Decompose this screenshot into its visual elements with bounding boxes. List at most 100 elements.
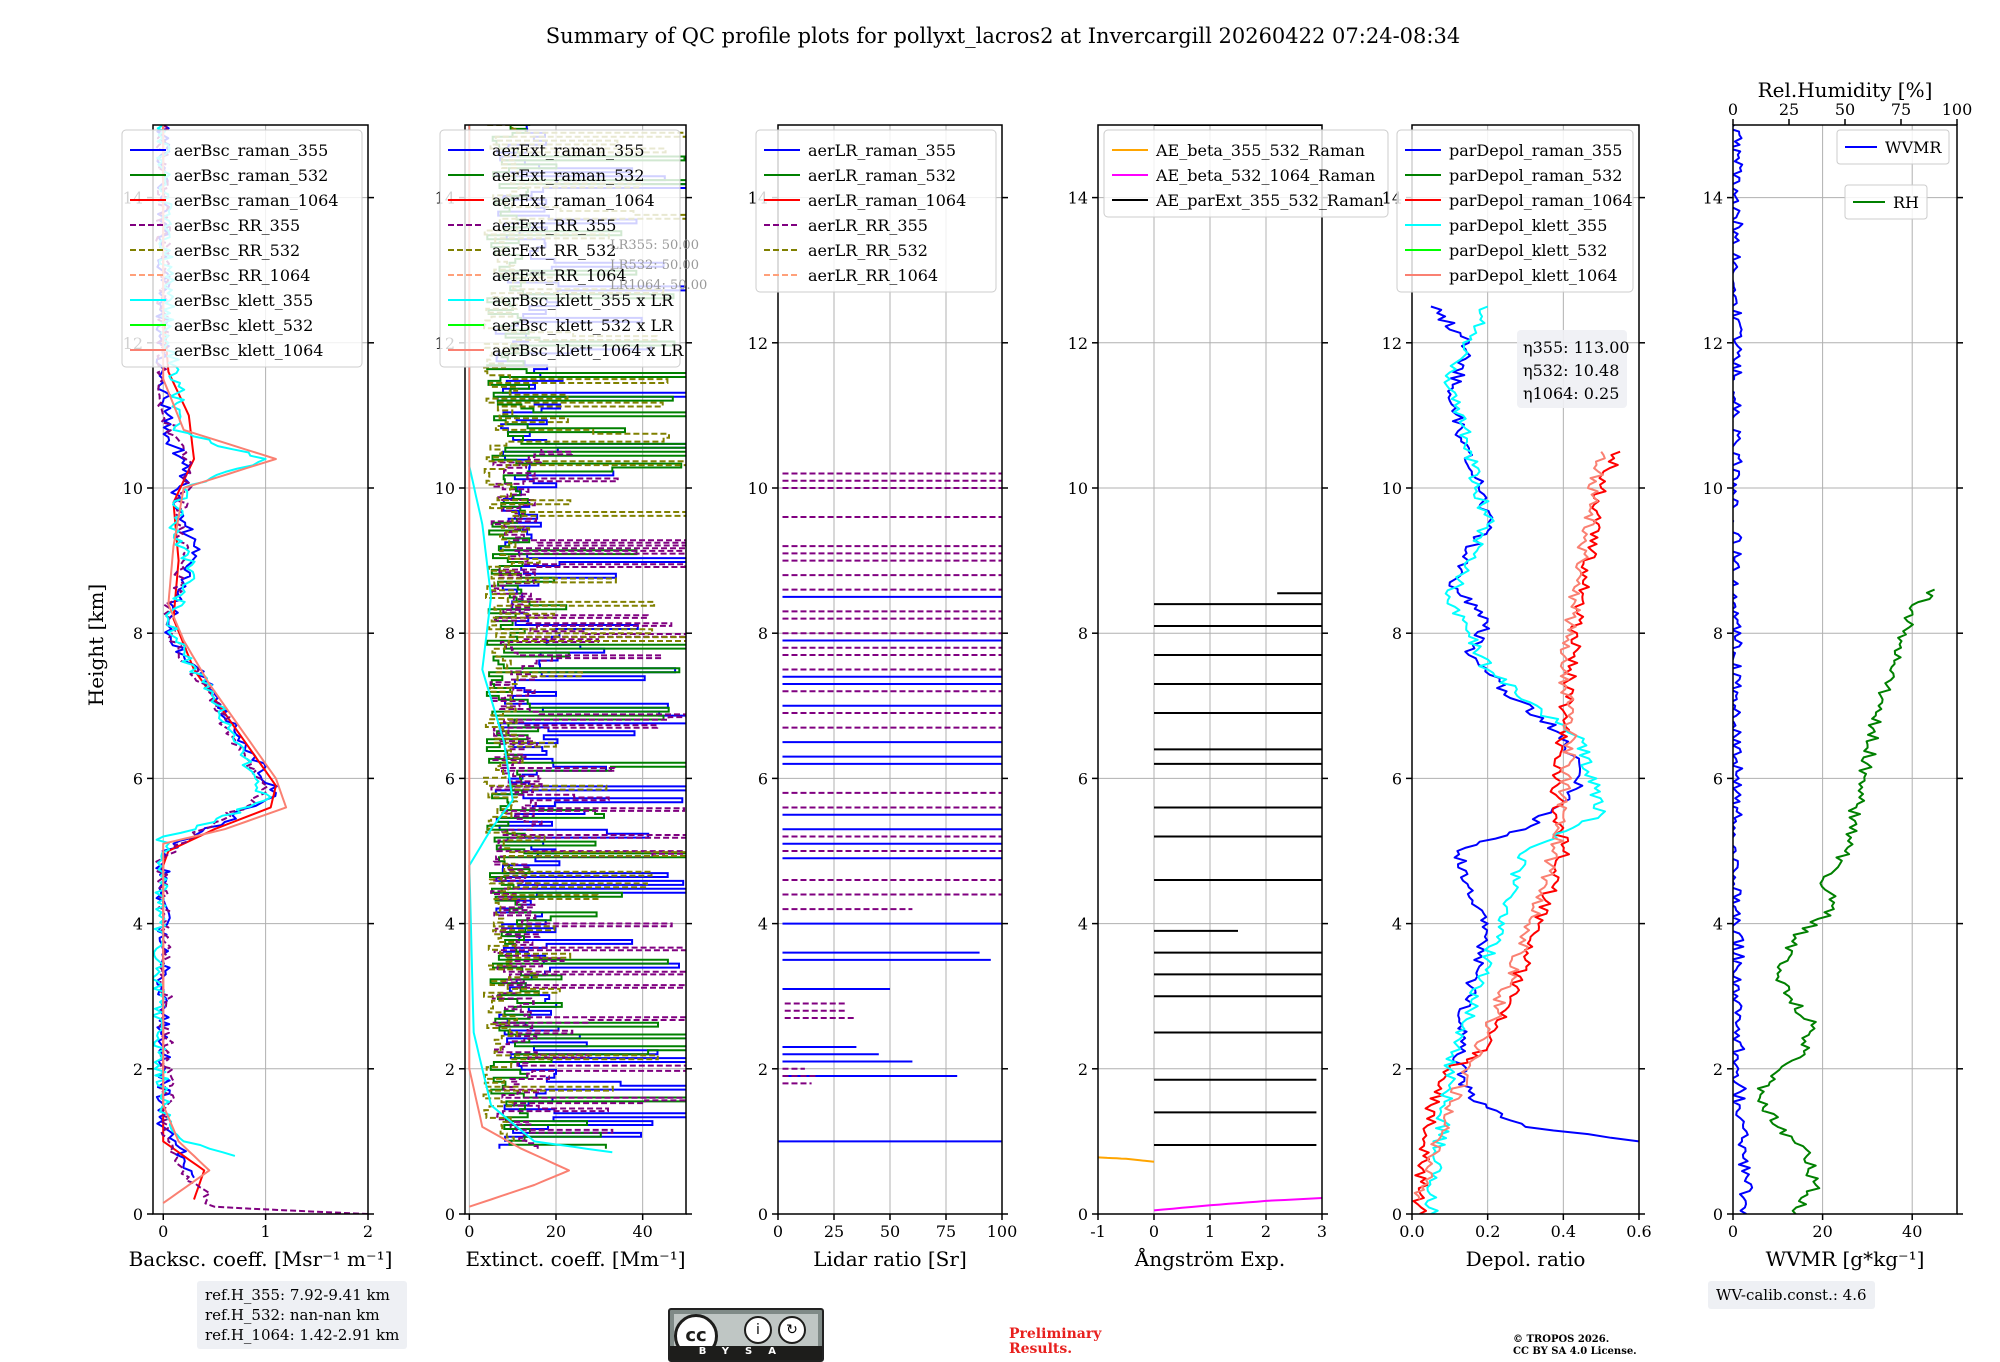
x-tick-label: 50 [880,1222,900,1241]
x-axis-label: Ångström Exp. [1134,1246,1285,1271]
preliminary-line-2: Results. [1009,1341,1073,1357]
panel-p2: 0246810121402040Extinct. coeff. [Mm⁻¹]ae… [435,124,707,1271]
legend-label: aerBsc_klett_1064 [174,341,323,360]
y-tick-label: 6 [133,769,143,788]
series-aerext-rr-355 [489,449,686,1149]
y-tick-label: 4 [1392,915,1402,934]
axes-frame [1411,124,1640,1215]
copyright-note: © TROPOS 2026. CC BY SA 4.0 License. [1513,1334,1637,1358]
legend-label: aerLR_RR_532 [808,241,928,260]
y-tick-label: 14 [1703,189,1723,208]
x-axis-label: Lidar ratio [Sr] [813,1247,967,1271]
preliminary-note: Preliminary Results. [1009,1327,1101,1357]
y-tick-label: 6 [445,769,455,788]
y-tick-label: 8 [1713,624,1723,643]
plot-area [778,472,1002,1143]
legend-label: AE_beta_355_532_Raman [1155,141,1365,160]
x2-axis-label: Rel.Humidity [%] [1758,78,1933,102]
wv-calib-box: WV-calib.const.: 4.6 [1708,1281,1875,1309]
legend-label: aerBsc_RR_1064 [174,266,310,285]
series-rh [1756,588,1935,1214]
share-alike-icon: ↻ [778,1316,806,1344]
y-tick-label: 0 [445,1205,455,1224]
series-pardepol-raman-355 [1430,305,1639,1143]
legend-box [1844,184,1928,220]
eta-label: η532: 10.48 [1523,361,1619,380]
x-tick-label: 0 [158,1222,168,1241]
x2-tick-label: 75 [1891,100,1911,119]
legend-label: parDepol_raman_355 [1449,141,1622,160]
y-tick-label: 8 [445,624,455,643]
x2-tick-label: 25 [1779,100,1799,119]
axes-frame [152,124,369,1215]
x-tick-label: 2 [1261,1222,1271,1241]
x-tick-label: 1 [1205,1222,1215,1241]
plot-area [1098,125,1322,1212]
plot-area [1733,125,1935,1214]
legend-label: aerExt_raman_1064 [492,191,655,210]
x2-tick-label: 100 [1942,100,1973,119]
legend-label: aerBsc_RR_355 [174,216,300,235]
x-tick-label: -1 [1090,1222,1106,1241]
legend-box [121,129,363,368]
y-tick-label: 8 [758,624,768,643]
legend: aerBsc_raman_355 aerBsc_raman_532 aerBsc_r… [121,129,363,368]
cc-license-badge: cc i ↻ BYSA [668,1308,824,1362]
legend-label: aerBsc_raman_532 [174,166,328,185]
legend-label: parDepol_raman_532 [1449,166,1622,185]
x-axis-label: Depol. ratio [1466,1247,1586,1271]
legend-label: parDepol_klett_532 [1449,241,1607,260]
y-tick-label: 14 [1068,189,1088,208]
legend-rh: RH [1844,184,1928,220]
y-tick-label: 2 [1392,1060,1402,1079]
y-tick-label: 10 [1068,479,1088,498]
y-tick-label: 10 [748,479,768,498]
legend-label: aerBsc_klett_532 x LR [492,316,674,335]
eta-box: η355: 113.00 η532: 10.48 η1064: 0.25 [1517,330,1630,408]
legend-label: aerExt_RR_532 [492,241,616,260]
cc-sa-label: SA [745,1346,792,1357]
y-tick-label: 2 [1078,1060,1088,1079]
y-tick-label: 2 [758,1060,768,1079]
legend-label: RH [1893,193,1919,212]
x-tick-label: 0.6 [1626,1222,1651,1241]
eta-background [1517,330,1627,408]
x-tick-label: 0.4 [1551,1222,1576,1241]
legend-label: aerBsc_RR_532 [174,241,300,260]
series-ae-beta-355-532-raman [1098,1156,1155,1163]
series-ae-beta-532-1064-raman [1153,1197,1322,1212]
lr-annotation: LR355: 50.00 [610,238,699,253]
series-pardepol-klett-355 [1424,305,1606,1214]
x-tick-label: 0 [773,1222,783,1241]
y-tick-label: 10 [1382,479,1402,498]
y-tick-label: 0 [758,1205,768,1224]
copyright-line-2: CC BY SA 4.0 License. [1513,1346,1637,1357]
x-tick-label: 2 [363,1222,373,1241]
x-tick-label: 40 [1902,1222,1922,1241]
y-tick-label: 6 [1713,769,1723,788]
ref-height-532: ref.H_532: nan-nan km [205,1306,380,1324]
y-tick-label: 10 [123,479,143,498]
legend-box [1836,129,1950,165]
y-tick-label: 12 [1703,334,1723,353]
x-tick-label: 25 [824,1222,844,1241]
axes-frame [1732,124,1958,1215]
x-tick-label: 1 [261,1222,271,1241]
x-tick-label: 40 [632,1222,652,1241]
series-pardepol-raman-1064 [1412,450,1621,1214]
y-tick-label: 0 [133,1205,143,1224]
lr-annotation: LR532: 50.00 [610,258,699,273]
copyright-line-1: © TROPOS 2026. [1513,1334,1610,1345]
y-tick-label: 12 [748,334,768,353]
legend-label: aerBsc_klett_355 [174,291,313,310]
y-tick-label: 4 [445,915,455,934]
y-tick-label: 4 [1713,915,1723,934]
legend-label: aerBsc_klett_1064 x LR [492,341,684,360]
y-tick-label: 8 [133,624,143,643]
legend-box [439,129,681,368]
x-tick-label: 75 [936,1222,956,1241]
lr-annotation: LR1064: 50.00 [610,278,707,293]
legend-label: aerLR_raman_355 [808,141,956,160]
